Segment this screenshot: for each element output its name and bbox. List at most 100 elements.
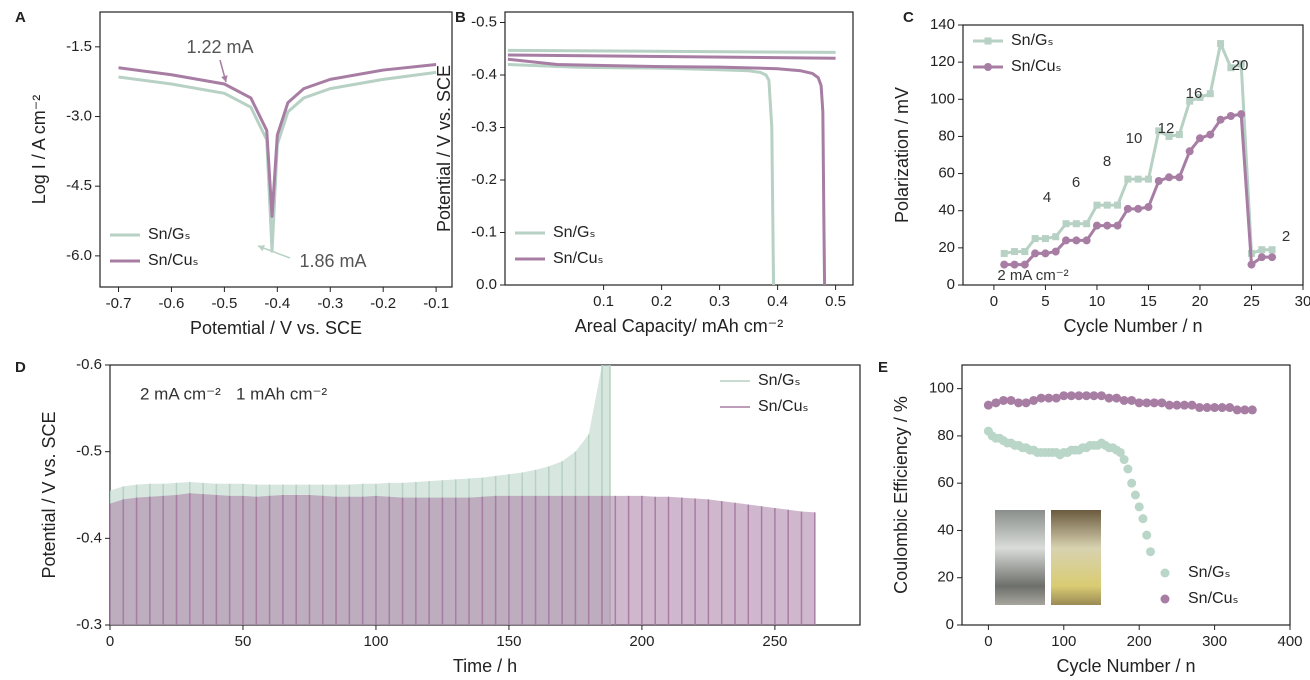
x-tick-label: 0.2 xyxy=(651,293,672,310)
annotation: 2 mA cm⁻² xyxy=(140,384,221,403)
series-line xyxy=(118,70,437,253)
point xyxy=(1021,398,1031,408)
marker xyxy=(1082,236,1091,245)
panel: C 0 5 10 15 20 25 30 0 20 40 60 80 100 120 140 Cycle Num… xyxy=(892,9,1310,336)
point xyxy=(1225,403,1235,413)
x-tick-label: 25 xyxy=(1243,293,1260,310)
marker xyxy=(1175,131,1183,139)
marker xyxy=(1165,173,1174,182)
annotation: 6 xyxy=(1072,174,1080,191)
series-line xyxy=(507,48,836,54)
legend-label: Sn/Cuₛ xyxy=(553,250,603,267)
point xyxy=(1130,490,1140,500)
y-axis-label: Potential / V vs. SCE xyxy=(39,411,59,578)
marker xyxy=(1154,177,1163,185)
point xyxy=(1149,398,1159,408)
inset-photo xyxy=(1051,510,1101,605)
x-axis-label: Cycle Number / n xyxy=(1056,656,1195,676)
legend-marker xyxy=(984,63,992,71)
annotation: 1.86 mA xyxy=(299,251,366,271)
point xyxy=(1146,547,1156,557)
x-tick-label: 50 xyxy=(235,633,252,650)
y-tick-label: -0.5 xyxy=(76,443,102,460)
panel: D 0 50 100 150 200 250 -0.3 -0.4 -0.5 -0.6 Time / h… xyxy=(15,356,861,676)
point xyxy=(1232,405,1242,415)
point xyxy=(1138,514,1148,524)
x-tick-label: -0.2 xyxy=(370,295,396,312)
marker xyxy=(1000,260,1009,269)
x-tick-label: 150 xyxy=(496,633,521,650)
y-tick-label: 80 xyxy=(938,127,955,144)
panel-letter: A xyxy=(15,9,26,26)
x-axis-label: Potemtial / V vs. SCE xyxy=(190,318,362,338)
marker xyxy=(1041,235,1049,243)
annotation: 2 mA cm⁻² xyxy=(997,267,1068,284)
marker xyxy=(1185,147,1194,156)
x-tick-label: -0.4 xyxy=(264,295,290,312)
marker xyxy=(1175,173,1184,182)
point xyxy=(1134,398,1144,408)
marker xyxy=(1144,175,1152,183)
y-tick-label: 120 xyxy=(930,53,955,70)
marker xyxy=(1206,130,1215,139)
point xyxy=(1074,391,1084,401)
point xyxy=(1202,403,1212,413)
marker xyxy=(1144,203,1153,211)
marker xyxy=(1123,204,1132,213)
point xyxy=(1066,391,1076,401)
annotation: 1.22 mA xyxy=(186,37,253,57)
y-tick-label: 100 xyxy=(929,380,954,397)
annotation: 8 xyxy=(1103,153,1111,170)
y-tick-label: 40 xyxy=(938,202,955,219)
marker xyxy=(1195,134,1204,143)
inset-photo xyxy=(995,510,1045,605)
marker xyxy=(1092,221,1101,230)
y-axis-label: Coulombic Efficiency / % xyxy=(891,396,911,594)
x-tick-label: -0.6 xyxy=(159,295,185,312)
marker xyxy=(1237,110,1246,119)
y-tick-label: -0.2 xyxy=(471,171,497,188)
point xyxy=(1089,391,1099,401)
marker xyxy=(1217,40,1225,48)
panel-letter: C xyxy=(903,9,914,26)
legend-label: Sn/Cuₛ xyxy=(1011,58,1061,75)
series-area xyxy=(110,493,815,625)
annotation: 2 xyxy=(1282,228,1290,245)
plot-frame xyxy=(99,11,453,288)
marker xyxy=(1052,233,1060,241)
legend-label: Sn/Gₛ xyxy=(553,224,595,241)
y-tick-label: 140 xyxy=(930,16,955,33)
series-line xyxy=(507,57,827,285)
y-axis-label: Log I / A cm⁻² xyxy=(29,95,49,205)
y-tick-label: -0.4 xyxy=(471,66,497,83)
point xyxy=(991,398,1001,408)
x-tick-label: -0.1 xyxy=(423,295,449,312)
marker xyxy=(1268,253,1277,262)
x-tick-label: 250 xyxy=(762,633,787,650)
marker xyxy=(1062,236,1071,245)
marker xyxy=(1124,175,1132,183)
annotation: 12 xyxy=(1158,120,1175,137)
y-tick-label: 60 xyxy=(937,474,954,491)
legend-marker xyxy=(984,37,992,45)
x-tick-label: -0.7 xyxy=(106,295,132,312)
arrow-head xyxy=(258,245,265,252)
point xyxy=(1119,455,1129,465)
marker xyxy=(1062,220,1070,228)
y-tick-label: 0.0 xyxy=(476,276,497,293)
marker xyxy=(1134,175,1142,183)
panel-letter: E xyxy=(878,359,888,376)
x-tick-label: 0 xyxy=(106,633,114,650)
x-tick-label: 15 xyxy=(1140,293,1157,310)
marker xyxy=(1000,249,1008,257)
arrow-head xyxy=(221,75,228,82)
plot-frame xyxy=(962,24,1304,286)
y-tick-label: -6.0 xyxy=(66,247,92,264)
marker xyxy=(1031,249,1040,258)
point xyxy=(1096,391,1106,401)
marker xyxy=(1051,247,1060,256)
panel-letter: B xyxy=(455,9,466,26)
point xyxy=(1081,391,1091,401)
point xyxy=(1210,403,1220,413)
